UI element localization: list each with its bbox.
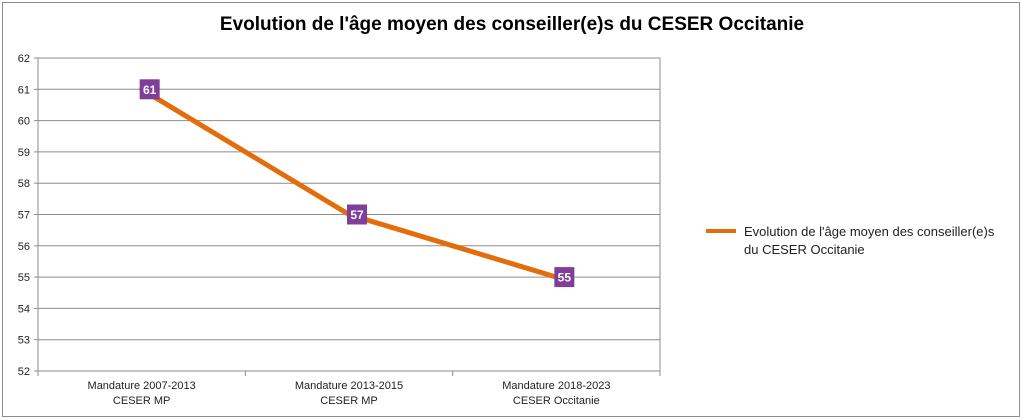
- x-axis: Mandature 2007-2013 CESER MP Mandature 201…: [37, 371, 661, 407]
- x-tick-label: Mandature 2013-2015 CESER MP: [295, 380, 403, 407]
- y-tick-label: 57: [18, 210, 30, 222]
- legend-swatch: [706, 229, 736, 233]
- chart-title: Evolution de l'âge moyen des conseiller(…: [219, 14, 805, 35]
- y-tick-label: 53: [18, 335, 30, 347]
- data-label-box: [347, 204, 367, 225]
- data-label: 61: [143, 83, 157, 97]
- y-tick-label: 56: [18, 241, 30, 253]
- data-labels: 61 57 55: [139, 79, 575, 288]
- y-tick-label: 59: [18, 147, 30, 159]
- data-label-box: [554, 267, 575, 288]
- x-tick-label: Mandature 2018-2023 CESER Occitanie: [502, 380, 610, 407]
- legend: Evolution de l'âge moyen des conseiller(…: [706, 223, 1006, 259]
- y-tick-label: 54: [18, 303, 30, 315]
- y-tick-label: 55: [18, 272, 30, 284]
- data-label: 55: [558, 271, 572, 285]
- x-tick-label: Mandature 2007-2013 CESER MP: [88, 380, 196, 407]
- data-label-box: [139, 79, 160, 100]
- y-tick-label: 60: [18, 116, 30, 128]
- y-tick-label: 58: [18, 178, 30, 190]
- y-tick-label: 52: [18, 366, 30, 378]
- legend-label: Evolution de l'âge moyen des conseiller(…: [744, 224, 995, 257]
- y-tick-label: 62: [18, 53, 30, 65]
- y-tick-label: 61: [18, 84, 30, 96]
- data-label: 57: [350, 208, 364, 222]
- y-axis: 62 61 60 59 58 57 56 55 54 53 52: [18, 53, 661, 378]
